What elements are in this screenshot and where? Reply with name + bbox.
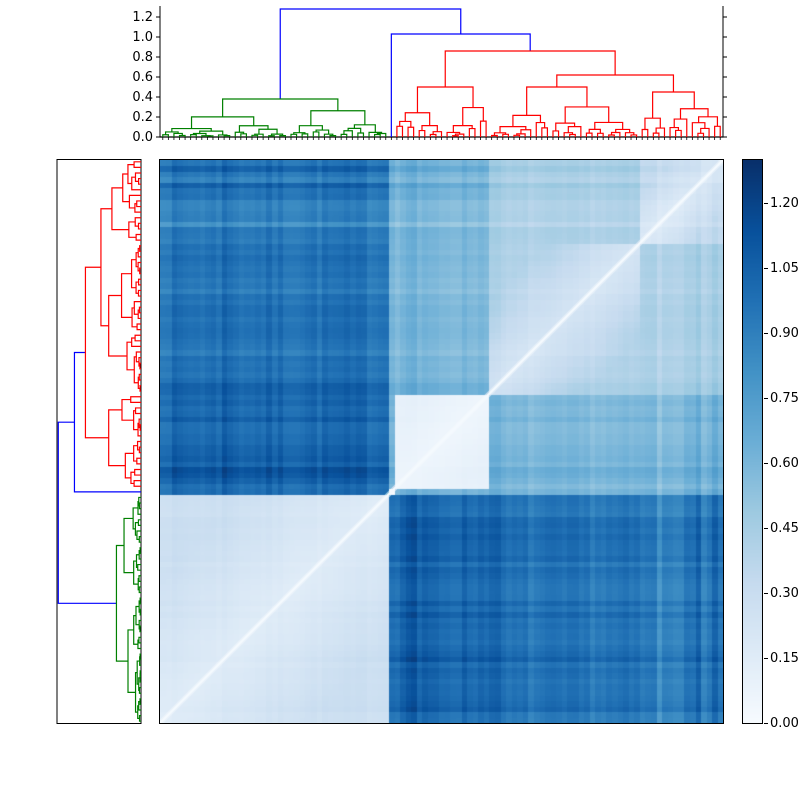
colorbar-tick-mark (764, 722, 768, 724)
colorbar-frame (742, 159, 763, 724)
colorbar-tick-mark (764, 202, 768, 204)
colorbar-tick-mark (764, 462, 768, 464)
colorbar-tick-label: 0.90 (770, 325, 799, 341)
top-axis-tick-label: 0.6 (132, 69, 153, 85)
top-axis-tick-label: 0.8 (132, 49, 153, 65)
colorbar-canvas (743, 160, 762, 723)
top-axis-tick-label: 0.4 (132, 89, 153, 105)
row-dendrogram (56, 159, 142, 724)
top-axis-tick-label: 1.0 (132, 29, 153, 45)
heatmap-frame (159, 159, 724, 724)
colorbar-tick-mark (764, 332, 768, 334)
colorbar-tick-label: 0.15 (770, 650, 799, 666)
top-dendrogram (156, 6, 727, 140)
colorbar-tick-label: 1.05 (770, 260, 799, 276)
colorbar-tick-mark (764, 267, 768, 269)
top-axis-tick-label: 1.2 (132, 9, 153, 25)
colorbar-tick-label: 0.60 (770, 455, 799, 471)
heatmap-canvas (160, 160, 723, 723)
top-axis-tick-label: 0.0 (132, 129, 153, 145)
colorbar-tick-mark (764, 592, 768, 594)
colorbar-tick-mark (764, 397, 768, 399)
colorbar-tick-label: 0.00 (770, 715, 799, 731)
colorbar-tick-label: 0.45 (770, 520, 799, 536)
colorbar-tick-mark (764, 657, 768, 659)
colorbar-tick-label: 0.30 (770, 585, 799, 601)
colorbar-tick-label: 0.75 (770, 390, 799, 406)
top-axis-tick-label: 0.2 (132, 109, 153, 125)
colorbar-tick-mark (764, 527, 768, 529)
colorbar-tick-label: 1.20 (770, 195, 799, 211)
